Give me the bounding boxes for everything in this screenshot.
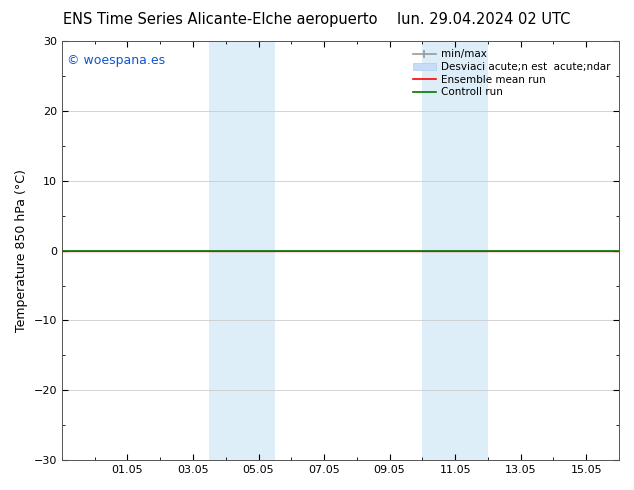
Text: lun. 29.04.2024 02 UTC: lun. 29.04.2024 02 UTC (398, 12, 571, 27)
Bar (422, 41, 488, 460)
Text: ENS Time Series Alicante-Elche aeropuerto: ENS Time Series Alicante-Elche aeropuert… (63, 12, 378, 27)
Bar (209, 41, 275, 460)
Text: © woespana.es: © woespana.es (67, 53, 165, 67)
Legend: min/max, Desviaci acute;n est  acute;ndar, Ensemble mean run, Controll run: min/max, Desviaci acute;n est acute;ndar… (410, 46, 614, 100)
Y-axis label: Temperature 850 hPa (°C): Temperature 850 hPa (°C) (15, 169, 28, 332)
